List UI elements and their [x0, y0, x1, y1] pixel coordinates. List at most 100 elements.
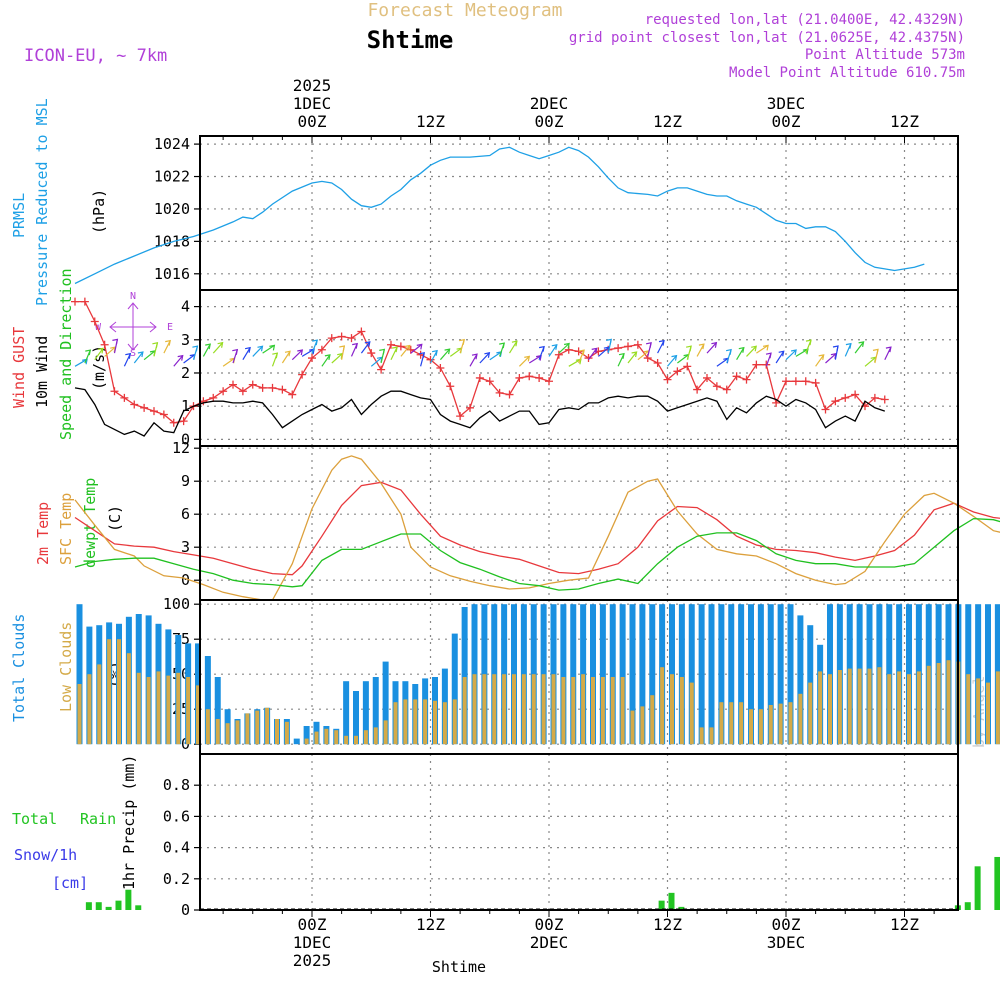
- wind-arrow: [94, 348, 104, 361]
- wind-arrow-head: [431, 349, 438, 356]
- low-cloud-bar: [966, 674, 971, 745]
- rain-bar: [125, 889, 132, 910]
- wind-arrow: [815, 354, 825, 367]
- rain-bar: [964, 902, 971, 910]
- gust-marker: [90, 317, 99, 326]
- low-cloud-bar: [196, 685, 200, 745]
- low-cloud-bar: [403, 699, 408, 745]
- total-cloud-bar: [985, 604, 991, 745]
- gust-marker: [308, 354, 316, 363]
- low-cloud-bar: [719, 702, 724, 745]
- rain-bar: [135, 905, 142, 910]
- bottom-time-label: 12Z: [416, 915, 445, 934]
- low-cloud-bar: [363, 730, 368, 745]
- wind-arrow: [627, 351, 638, 364]
- gust-marker: [495, 388, 504, 397]
- wind-arrow: [598, 346, 610, 357]
- wind-arrow-head: [872, 348, 879, 355]
- point-altitude: Point Altitude 573m: [805, 47, 965, 63]
- wind-arrow: [785, 349, 797, 361]
- panel-frame: [199, 753, 959, 911]
- low-cloud-bar: [986, 682, 990, 745]
- wind-arrow-head: [444, 348, 451, 355]
- wind-arrow: [479, 352, 490, 364]
- wind-arrow: [696, 343, 705, 357]
- wind-arrow-head: [352, 342, 358, 349]
- precip-label-cm: [cm]: [52, 874, 88, 892]
- gust-marker: [683, 362, 692, 371]
- temp-label-2m: 2m Temp: [34, 502, 52, 565]
- gust-marker: [811, 378, 820, 387]
- gust-marker: [633, 340, 642, 349]
- wind-arrow-head: [738, 346, 745, 353]
- y-tick-label: 2: [181, 364, 190, 382]
- total-cloud-bar: [293, 738, 300, 745]
- low-cloud-bar: [551, 674, 556, 745]
- gust-marker: [100, 340, 109, 349]
- gust-marker: [870, 393, 879, 402]
- low-cloud-bar: [482, 674, 487, 745]
- gust-marker: [229, 380, 237, 389]
- wind-arrow: [321, 354, 331, 367]
- low-cloud-bar: [591, 677, 595, 745]
- low-cloud-bar: [630, 710, 635, 745]
- y-tick-label: 0.8: [163, 776, 190, 794]
- compass-arrows: [109, 302, 157, 351]
- total-cloud-bar: [214, 677, 221, 745]
- low-cloud-bar: [788, 702, 793, 745]
- wind-arrow-head: [578, 349, 585, 356]
- y-tick-label: 12: [172, 439, 190, 457]
- wind-arrow-head: [269, 344, 276, 351]
- wind-arrow-head: [885, 346, 892, 353]
- compass-e: E: [167, 322, 173, 333]
- wind-labels: Wind GUST 10m Wind Speed and Direction (…: [10, 268, 173, 440]
- wind-arrow: [667, 355, 677, 367]
- wind-arrow-head: [551, 344, 558, 350]
- gust-marker: [367, 349, 376, 358]
- low-cloud-bar: [354, 735, 358, 745]
- wind-arrow-head: [192, 345, 199, 352]
- low-cloud-bar: [245, 713, 250, 745]
- gust-marker: [466, 403, 474, 412]
- low-cloud-bar: [521, 674, 526, 745]
- total-cloud-bar: [738, 604, 745, 745]
- subtitle: Forecast Meteogram: [367, 0, 562, 21]
- low-cloud-bar: [472, 674, 477, 745]
- total-cloud-bar: [708, 604, 715, 745]
- low-cloud-bar: [304, 738, 309, 745]
- series-sfc-temp: [74, 455, 1000, 601]
- low-cloud-bar: [660, 667, 665, 745]
- wind-arrow-head: [830, 352, 837, 359]
- low-cloud-bar: [749, 709, 753, 745]
- wind-arrow-head: [499, 342, 505, 349]
- wind-arrow-head: [591, 347, 598, 354]
- precip-panel: 0 0.2 0.4 0.6 0.8: [85, 753, 1000, 919]
- gust-marker: [130, 400, 139, 409]
- gust-marker: [150, 407, 158, 416]
- total-cloud-bar: [698, 604, 705, 745]
- wind-arrow: [864, 356, 877, 367]
- top-time-label: 00Z: [298, 112, 327, 131]
- low-cloud-bar: [275, 719, 279, 745]
- gust-marker: [337, 332, 346, 341]
- total-cloud-bar: [748, 604, 754, 745]
- wind-arrow-head: [524, 355, 531, 362]
- pressure-labels: PRMSL Pressure Reduced to MSL (hPa): [10, 98, 108, 306]
- compass-rose: N S W E: [95, 291, 173, 359]
- gust-marker: [505, 390, 514, 399]
- gust-marker: [268, 383, 277, 392]
- total-cloud-bar: [599, 604, 606, 745]
- top-time-label: 00Z: [772, 112, 801, 131]
- wind-arrow-head: [379, 348, 386, 355]
- low-cloud-bar: [462, 677, 467, 745]
- wind-arrow-head: [125, 352, 132, 359]
- wind-label-speed-dir: Speed and Direction: [57, 268, 75, 440]
- low-cloud-bar: [610, 677, 615, 745]
- total-cloud-bar: [619, 604, 626, 745]
- wind-arrow-head: [725, 348, 732, 355]
- gust-marker: [71, 297, 79, 306]
- wind-arrow-head: [177, 354, 184, 361]
- low-cloud-bar: [393, 702, 398, 745]
- model-altitude: Model Point Altitude 610.75m: [729, 65, 965, 81]
- rain-bar: [668, 892, 675, 910]
